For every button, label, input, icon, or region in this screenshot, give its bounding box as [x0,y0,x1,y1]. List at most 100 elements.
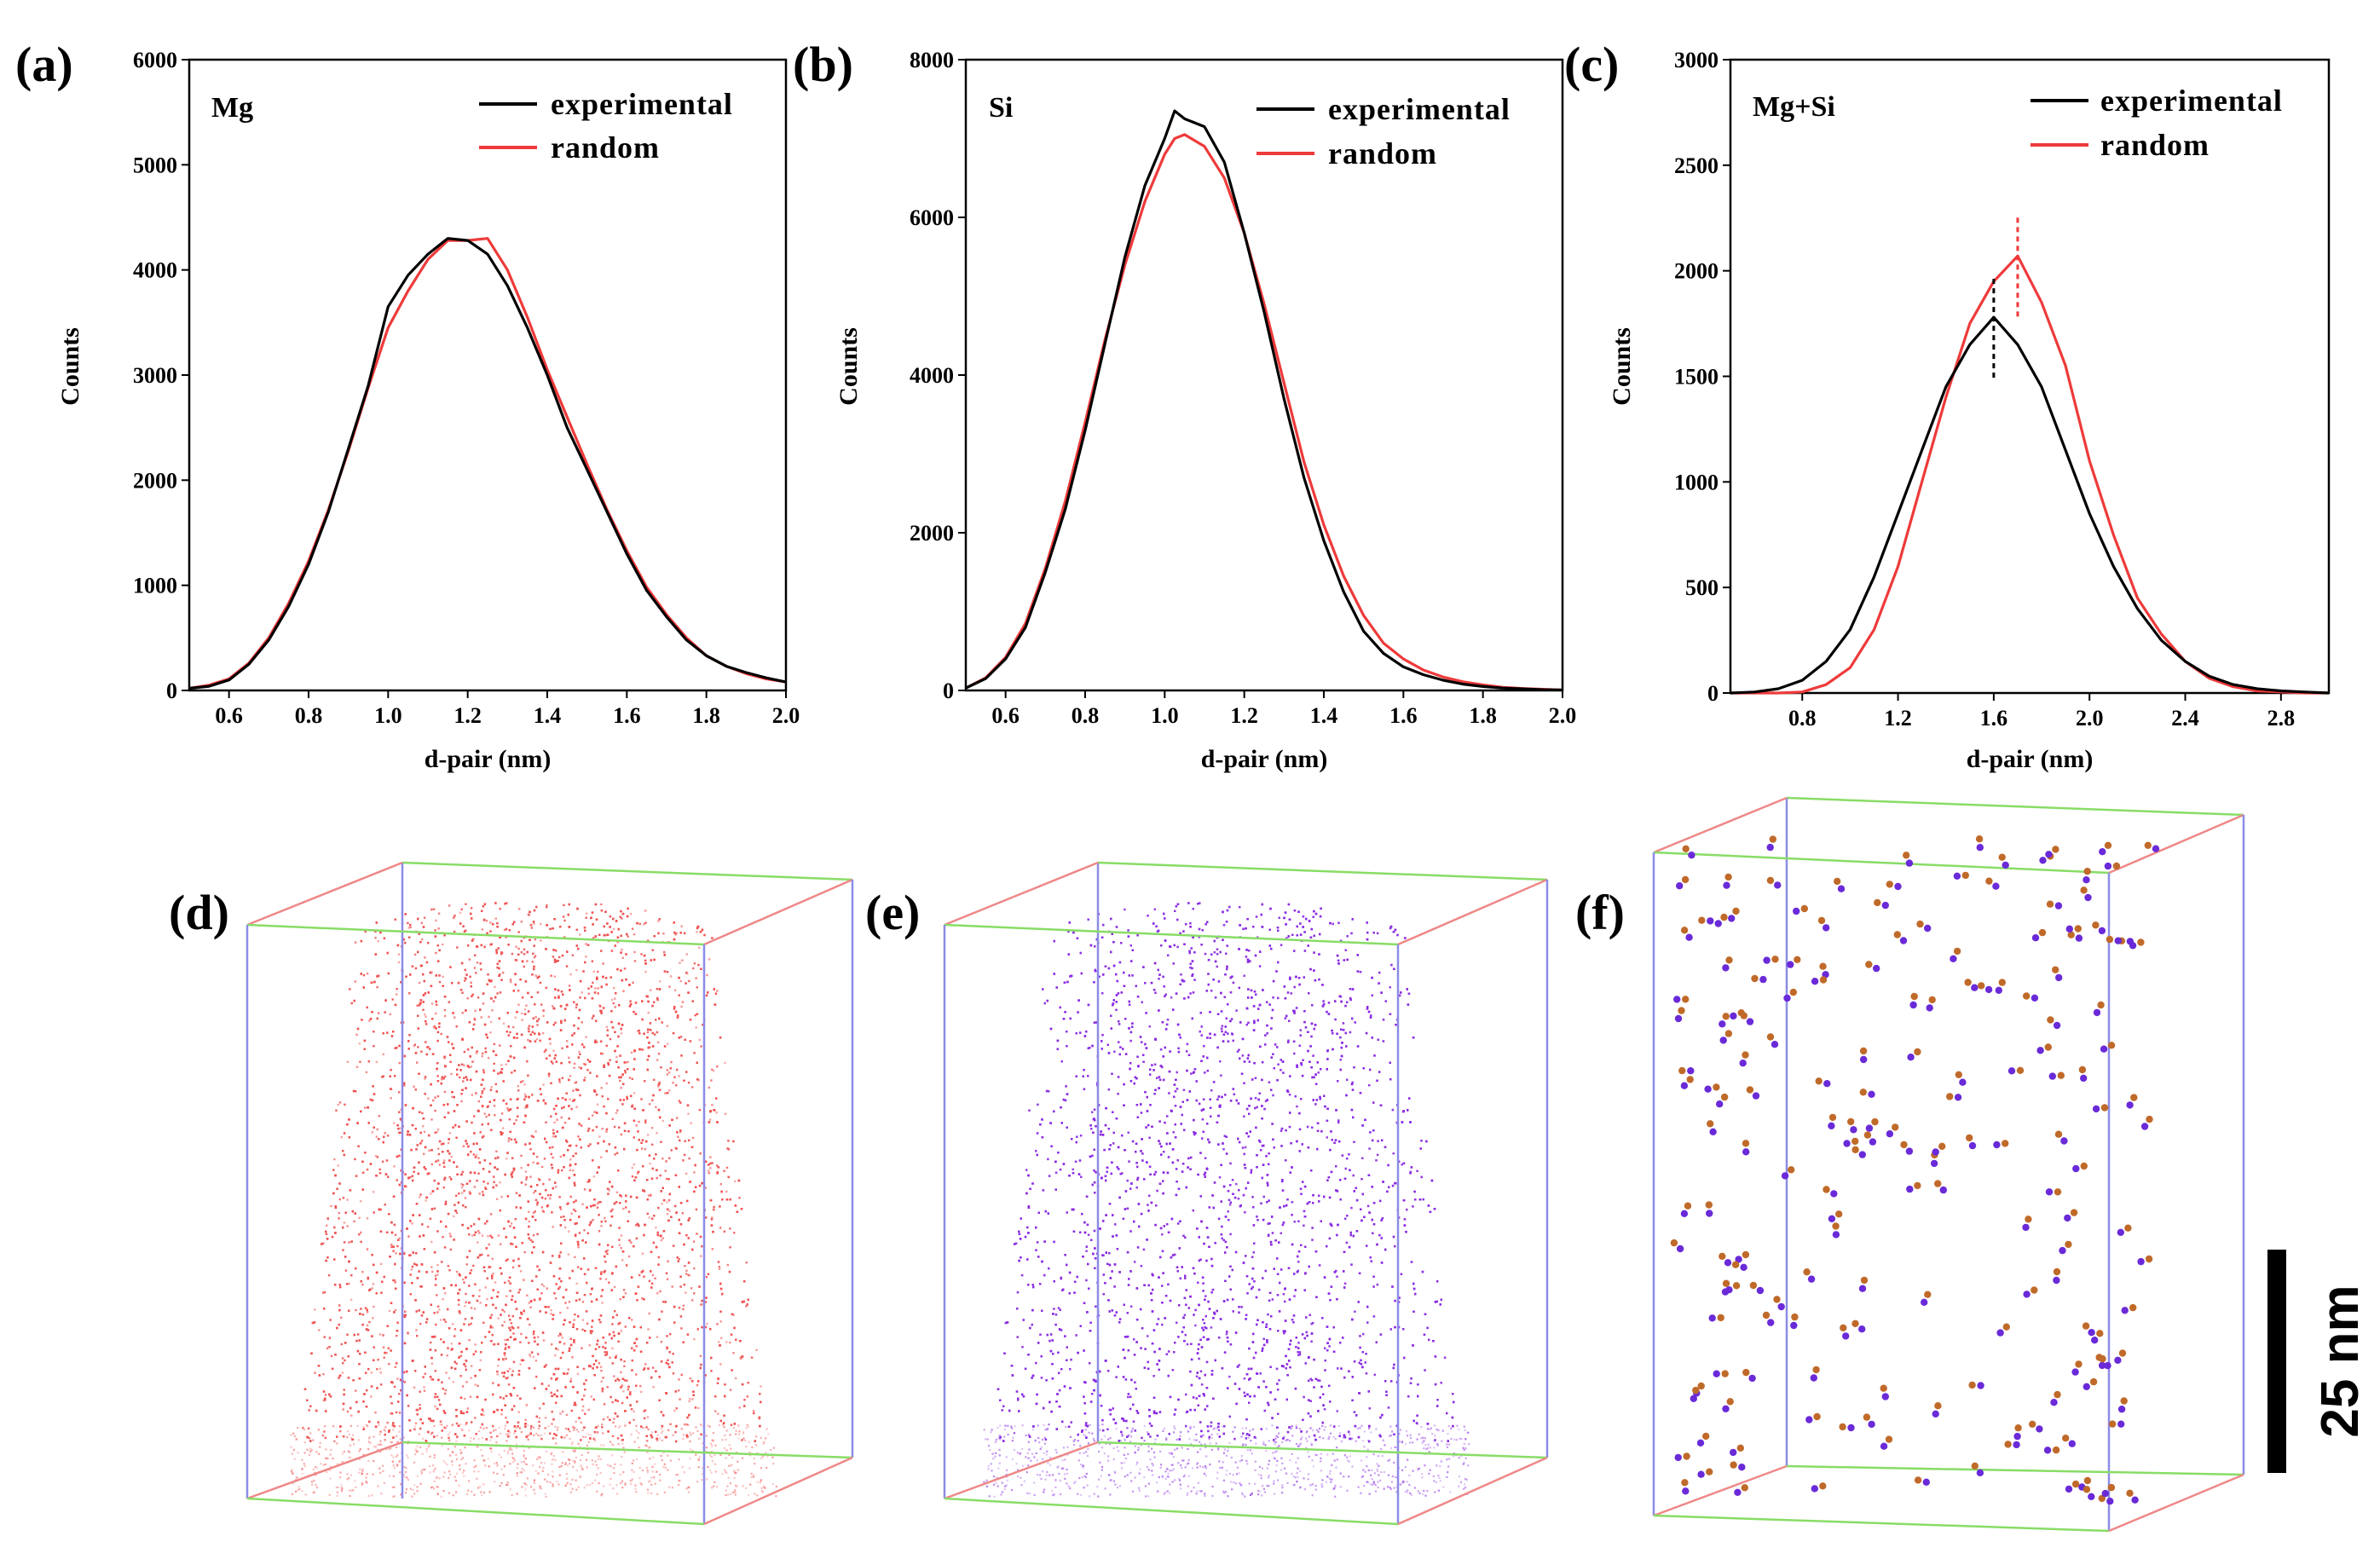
atom-point [521,1019,523,1021]
atom-point [560,1116,563,1119]
x-tick-label: 1.2 [1230,703,1258,728]
atom-point [523,1250,526,1254]
atom-point [537,1353,540,1355]
atom-point [431,1431,434,1435]
atom-point [620,1133,623,1136]
atom-point [540,922,542,926]
atom-point [637,1030,639,1032]
atom-point [638,1224,640,1227]
atom-point [493,1042,496,1046]
atom-point [551,1343,553,1346]
atom-point [600,1380,603,1383]
mg-atom-cloud [290,902,777,1499]
atom-point [338,1198,341,1201]
atom-point [491,1333,494,1337]
atom-point [537,1018,540,1020]
atom-point [422,1008,425,1011]
atom-point [601,1426,604,1429]
atom-point [581,1347,583,1349]
atom-point [527,1038,529,1042]
atom-point [528,1237,530,1240]
atom-point [542,1083,545,1086]
atom-point [567,1368,569,1371]
atom-point [461,1192,464,1194]
atom-point [540,939,542,942]
atom-point [511,1055,513,1058]
atom-point [437,1147,440,1150]
atom-point [431,1270,434,1273]
atom-point [458,1193,460,1195]
x-tick-label: 2.0 [1549,703,1577,728]
atom-point [528,1220,530,1223]
atom-point [549,1042,552,1045]
atom-point [682,1159,685,1162]
atom-point [667,1260,669,1262]
atom-point [652,1386,655,1389]
atom-point [691,1398,694,1400]
atom-point [654,1033,656,1036]
atom-point [681,959,684,962]
atom-point [483,1112,486,1115]
atom-point [739,1356,742,1359]
atom-point [600,1271,603,1273]
atom-point [571,1100,575,1102]
atom-point [574,1210,577,1212]
atom-point [423,1386,425,1389]
y-tick-label: 2000 [910,521,954,546]
y-tick-label: 8000 [910,48,954,72]
atom-point [660,1239,662,1242]
atom-point [595,1041,598,1043]
atom-point [482,1191,484,1193]
atom-point [490,1086,493,1089]
atom-point [499,1044,501,1047]
atom-point [377,940,379,943]
atom-point [444,1292,447,1295]
atom-point [434,1274,437,1277]
atom-point [493,1062,495,1065]
atom-point [604,1342,607,1344]
atom-point [520,921,523,923]
atom-point [423,1389,426,1392]
atom-point [538,1424,541,1427]
atom-point [510,980,512,984]
atom-point [552,1024,555,1026]
atom-point [629,1391,632,1394]
atom-point [598,1346,601,1348]
atom-point [482,1135,485,1138]
atom-point [718,1268,721,1270]
atom-point [493,1175,495,1178]
atom-point [318,1329,321,1331]
atom-point [611,1347,614,1350]
atom-point [477,996,480,999]
atom-point [505,1346,507,1349]
atom-point [550,1309,552,1312]
atom-point [375,1060,378,1064]
y-tick-label: 4000 [910,363,954,388]
atom-point [463,1050,466,1054]
atom-point [631,1369,633,1372]
atom-point [416,1004,419,1007]
atom-point [651,1167,654,1170]
atom-point [466,997,469,1000]
atom-point [358,1233,361,1236]
atom-point [501,1127,505,1129]
atom-point [444,1389,447,1392]
atom-point [384,1204,386,1206]
atom-point [575,1282,578,1285]
atom-point [510,1138,513,1141]
atom-point [529,924,533,927]
plot-frame-a [188,58,788,692]
chart-panel-b: (b) Si 0.6 0.8 1.0 1.2 1.4 1.6 1.8 2.0020004000… [793,37,1576,773]
atom-point [661,1119,664,1123]
atom-point [577,1246,580,1249]
atom-point [523,948,526,950]
atom-point [370,1372,373,1374]
atom-point [570,1212,573,1215]
atom-point [569,1098,571,1100]
atom-point [592,1219,594,1221]
atom-point [597,1202,599,1205]
atom-point [558,1196,561,1198]
atom-point [323,1430,326,1433]
atom-point [706,973,708,977]
atom-point [477,1229,480,1233]
